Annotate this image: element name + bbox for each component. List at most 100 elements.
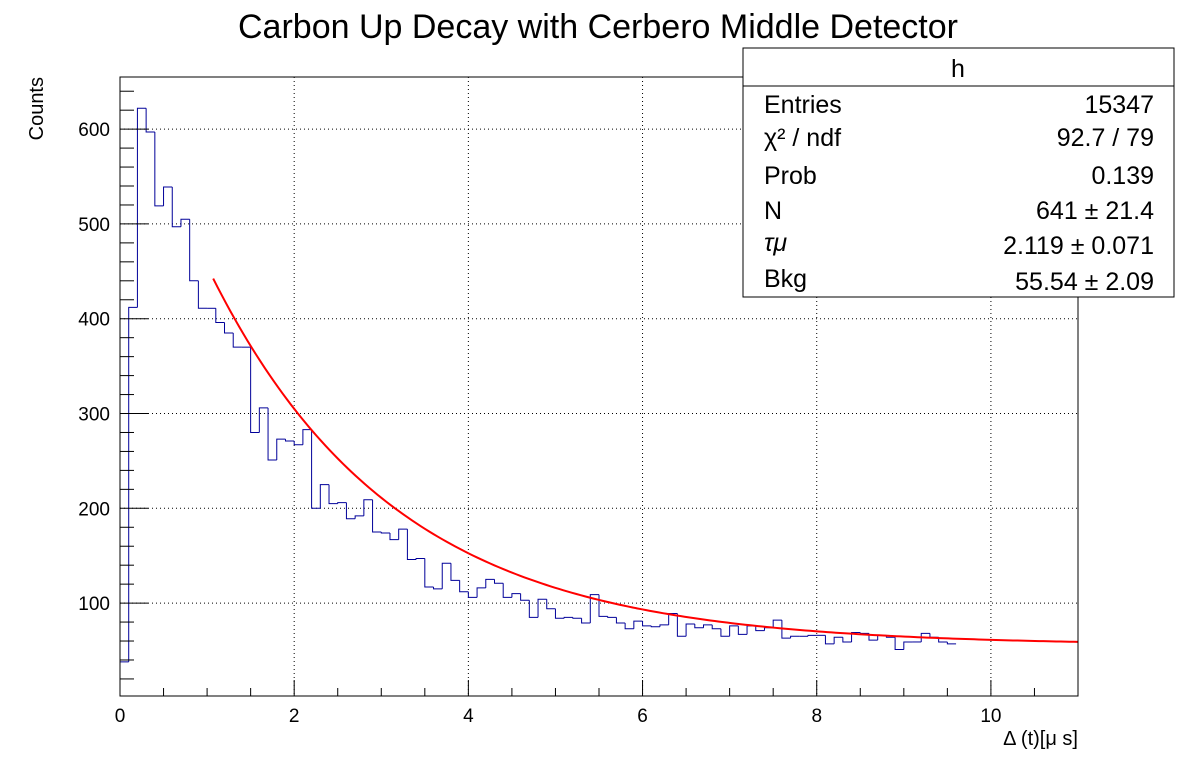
stats-value-n: 641 ± 21.4 [1036,197,1154,225]
histogram-bin [459,580,469,593]
histogram-bin [441,562,451,589]
histogram-bin [790,635,800,639]
histogram-bin [607,616,617,618]
stats-value-prob: 0.139 [1091,162,1154,190]
x-axis-label: Δ (t)[μ s] [1003,728,1078,750]
histogram-bin [433,586,443,590]
histogram-bin [720,628,730,637]
histogram-bin [772,619,782,628]
histogram-bin [319,484,330,509]
histogram-bin [171,186,181,228]
y-tick-label: 400 [78,310,110,331]
histogram-bin [467,591,478,598]
histogram-bin [189,219,199,282]
histogram-bin [232,332,242,348]
fit-curve [212,278,1079,643]
histogram-bin [163,186,173,206]
histogram-bin [511,593,521,598]
histogram-bin [650,625,660,628]
stats-label-tau: τμ [764,229,787,257]
histogram-bin [633,620,643,629]
histogram-bin [450,563,460,581]
histogram-bin [302,429,312,445]
histogram-bin [293,441,303,446]
fit-curve-group [212,278,1079,643]
histogram-bin [624,623,634,630]
histogram-bin [476,587,486,598]
histogram-bin [372,499,382,533]
histogram-bin [824,635,835,645]
histogram-bin [493,579,504,584]
y-tick-label: 100 [78,594,110,615]
histogram-bin [389,532,399,541]
histogram-bin [267,407,277,461]
histogram-bin [424,558,434,588]
y-axis-label: Counts [26,77,48,140]
histogram-bin [615,617,626,624]
histogram-bin [894,637,904,651]
histogram-bin [659,624,669,627]
histogram-bin [842,637,852,643]
histogram-bin [215,308,225,324]
x-tick-label: 6 [637,706,648,727]
x-tick-label: 4 [463,706,474,727]
histogram-bin [685,623,695,637]
histogram-bin [328,484,338,505]
histogram-bin [520,593,530,601]
histogram-bin [711,624,721,630]
stats-value-bkg: 55.54 ± 2.09 [1015,268,1154,296]
histogram-bin [276,438,286,460]
stats-value-entries: 15347 [1084,91,1154,119]
histogram-bin [502,583,512,598]
histogram-bin [537,598,547,618]
histogram-bin [851,631,861,642]
histogram-bin [415,558,425,560]
histogram-bin [180,218,190,227]
stats-label-bkg: Bkg [764,265,807,293]
histogram-bin [345,502,356,520]
histogram-bin [920,632,930,642]
stats-label-entries: Entries [764,91,842,119]
histogram-bin [737,625,748,635]
histogram-bin [284,439,295,442]
y-tick-label: 600 [78,120,110,141]
x-tick-label: 8 [811,706,822,727]
histogram-bin [581,618,591,624]
axis-ticks [119,90,1079,696]
histogram-bin [128,306,138,662]
histogram-bin [258,407,269,433]
histogram [119,107,957,696]
histogram-bin [563,616,573,619]
tick-labels: 0 2 4 6 8 10 100 200 300 400 500 600 [78,120,1001,727]
histogram-bin [145,108,155,133]
histogram-bin [398,528,408,540]
x-tick-label: 0 [115,706,126,727]
histogram-bin [337,502,347,504]
stats-label-n: N [764,197,782,225]
histogram-bin [598,594,608,617]
histogram-bin [380,532,390,534]
histogram-bin [354,515,364,519]
y-tick-label: 300 [78,405,110,426]
histogram-bin [311,429,321,509]
histogram-bin [703,624,713,628]
histogram-bin [136,107,147,308]
stats-label-prob: Prob [764,162,817,190]
x-tick-label: 10 [980,706,1001,727]
histogram-bin [197,280,208,309]
histogram-bin [903,641,913,650]
histogram-bin [406,529,417,560]
histogram-bin [154,131,164,207]
histogram-bin [807,634,817,637]
histogram-bin [642,621,652,627]
y-tick-label: 200 [78,499,110,520]
stats-box-frame [742,47,1175,298]
histogram-bin [224,322,234,334]
histogram-bin [946,641,957,645]
histogram-bin [546,599,556,610]
histogram-bin [694,623,704,629]
stats-value-tau: 2.119 ± 0.071 [1003,232,1154,260]
histogram-bin [554,608,565,619]
stats-value-chi2-ndf: 92.7 / 79 [1057,124,1154,152]
